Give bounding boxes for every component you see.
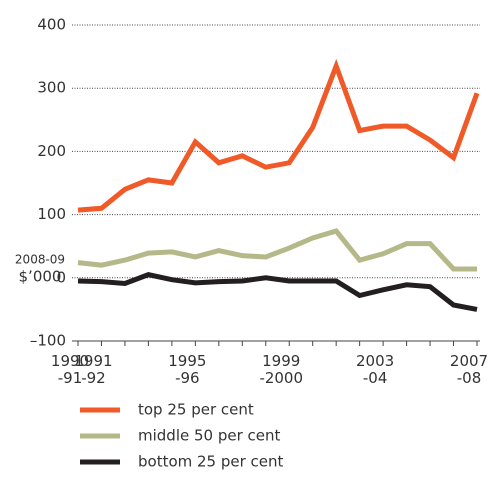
y-tick-label: 300 [37, 79, 66, 97]
y-tick-label: 100 [37, 205, 66, 223]
y-axis-label: $’000 [19, 267, 62, 285]
x-tick-label: 2003 -04 [356, 352, 394, 387]
x-tick-label: 1991 -92 [74, 352, 112, 387]
line-series [77, 228, 477, 272]
y-tick-label: –100 [30, 332, 66, 350]
y-tick-label: 200 [37, 142, 66, 160]
legend-label: bottom 25 per cent [138, 453, 284, 471]
legend-label: middle 50 per cent [138, 427, 281, 445]
x-tick-label: 1995 -96 [168, 352, 206, 387]
legend-label: top 25 per cent [138, 401, 254, 419]
y-tick-label: 0 [56, 268, 66, 286]
x-tick-label: 1990 -91 [51, 352, 89, 387]
y-axis-label: 2008-09 [15, 252, 65, 266]
x-tick-label: 1999 -2000 [259, 352, 303, 387]
line-series [77, 58, 480, 213]
y-tick-label: 400 [37, 16, 66, 34]
x-tick-label: 2007 -08 [450, 352, 488, 387]
line-series [77, 272, 478, 312]
